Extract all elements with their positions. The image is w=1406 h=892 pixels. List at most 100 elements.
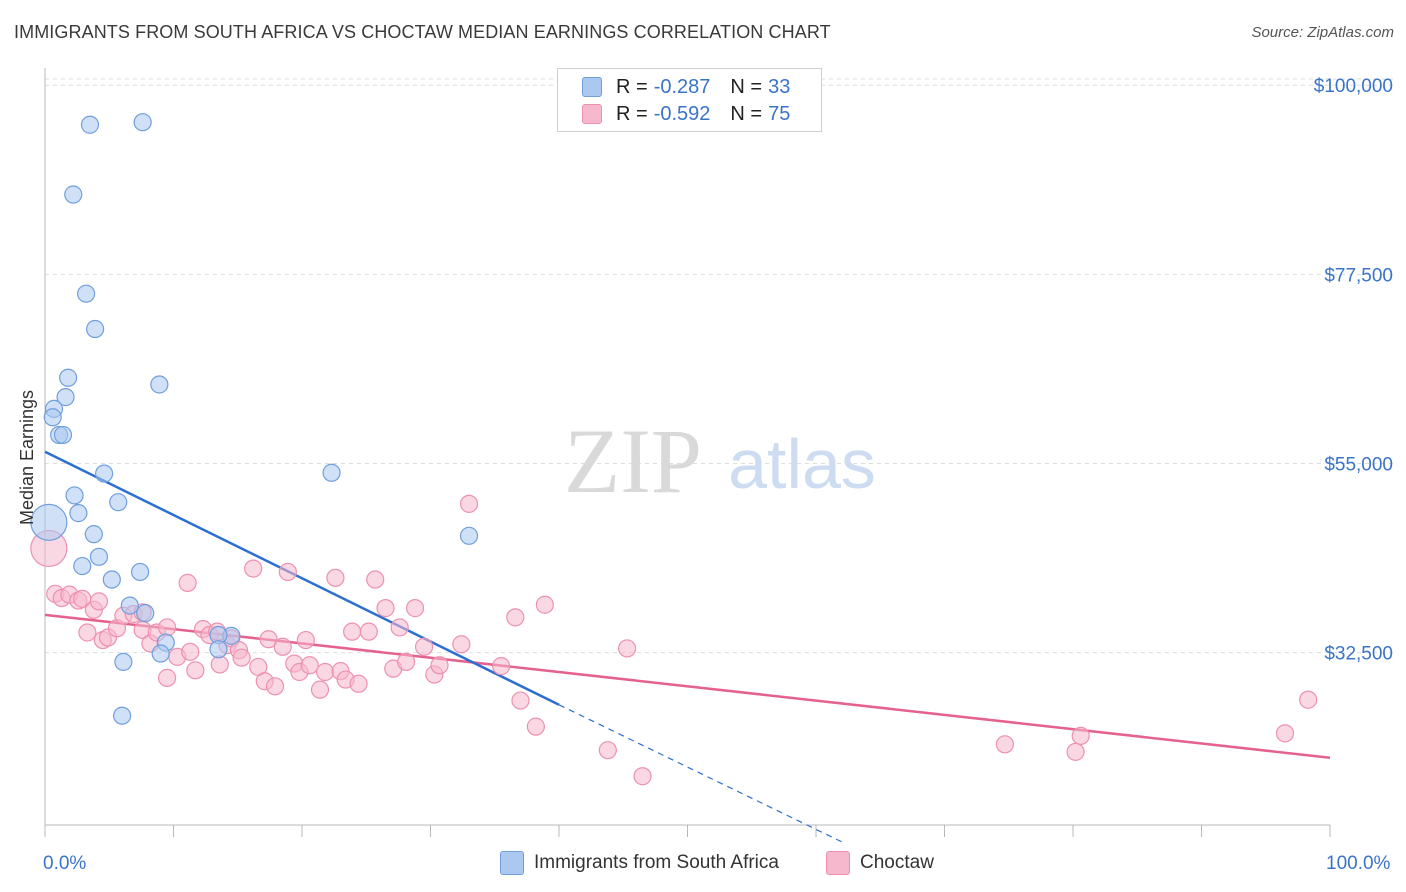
point-choctaw — [265, 677, 285, 696]
point-choctaw — [326, 568, 345, 587]
axis-labels: $32,500 $55,000 $77,500 $100,000 Median Earn… — [17, 76, 1393, 664]
points-layer — [30, 113, 1318, 786]
point-choctaw — [1299, 690, 1318, 709]
legend-n-value: 75 — [768, 102, 791, 125]
y-tick-label: $77,500 — [1324, 265, 1393, 286]
point-choctaw — [598, 741, 617, 760]
point-immigrants — [459, 526, 479, 545]
point-choctaw — [459, 494, 479, 513]
point-choctaw — [310, 680, 330, 699]
point-immigrants — [150, 375, 169, 394]
chart-title: IMMIGRANTS FROM SOUTH AFRICA VS CHOCTAW … — [14, 22, 831, 42]
legend-r-label: R = — [616, 75, 648, 98]
point-immigrants — [151, 644, 170, 663]
legend-r-value: -0.287 — [653, 75, 711, 98]
legend-label: Immigrants from South Africa — [534, 852, 779, 873]
point-immigrants — [65, 486, 84, 505]
legend-r-label: R = — [616, 102, 648, 125]
point-choctaw — [210, 655, 229, 674]
point-choctaw — [396, 652, 416, 672]
legend-item-immigrants[interactable]: Immigrants from South Africa — [500, 851, 779, 875]
y-tick-label: $55,000 — [1324, 455, 1393, 476]
point-choctaw — [157, 668, 177, 687]
point-immigrants — [130, 562, 150, 582]
point-immigrants — [77, 284, 96, 303]
point-choctaw — [492, 657, 511, 676]
point-choctaw — [430, 656, 449, 675]
point-choctaw — [349, 674, 368, 693]
point-immigrants — [84, 525, 103, 544]
point-immigrants — [112, 706, 132, 725]
legend-row-immigrants: R = -0.287 N = 33 — [582, 74, 790, 100]
y-axis-label: Median Earnings — [17, 390, 37, 525]
point-choctaw — [89, 592, 109, 611]
point-choctaw — [259, 630, 278, 649]
legend-n-value: 33 — [768, 75, 791, 98]
watermark-atlas: atlas — [728, 425, 876, 503]
point-choctaw — [359, 622, 378, 641]
point-immigrants — [30, 503, 68, 541]
x-tick-label-max: 100.0% — [1326, 853, 1391, 874]
point-immigrants — [89, 547, 109, 566]
point-choctaw — [376, 599, 395, 618]
point-choctaw — [157, 618, 177, 637]
point-immigrants — [102, 570, 121, 589]
legend-swatch-blue — [582, 77, 602, 97]
point-choctaw — [526, 717, 545, 736]
point-immigrants — [69, 504, 88, 523]
x-tick-label-min: 0.0% — [43, 853, 87, 874]
point-choctaw — [296, 630, 315, 650]
point-immigrants — [59, 368, 78, 387]
point-choctaw — [244, 559, 263, 578]
point-choctaw — [316, 662, 335, 682]
point-choctaw — [232, 648, 251, 667]
point-immigrants — [322, 463, 341, 482]
point-choctaw — [78, 623, 97, 642]
point-choctaw — [506, 608, 525, 627]
point-immigrants — [209, 640, 228, 659]
point-choctaw — [390, 618, 409, 637]
trend-lines — [44, 450, 1331, 843]
point-immigrants — [73, 556, 92, 576]
trend-line-choctaw — [44, 613, 1331, 759]
point-immigrants — [86, 319, 105, 339]
point-immigrants — [53, 425, 73, 445]
legend-n-label: N = — [730, 102, 763, 125]
point-immigrants — [64, 185, 83, 204]
point-choctaw — [178, 573, 197, 592]
point-immigrants — [133, 113, 152, 132]
point-choctaw — [535, 595, 554, 614]
point-immigrants — [120, 596, 139, 615]
point-immigrants — [109, 493, 128, 512]
legend-swatch-pink — [826, 851, 850, 875]
point-choctaw — [181, 642, 200, 661]
legend-item-choctaw[interactable]: Choctaw — [826, 851, 934, 875]
point-choctaw — [414, 637, 434, 656]
point-choctaw — [273, 637, 292, 656]
legend-label: Choctaw — [860, 852, 934, 873]
trend-line-immigrants-extrapolated — [558, 704, 842, 843]
point-immigrants — [114, 652, 133, 672]
legend-n-label: N = — [730, 75, 763, 98]
point-choctaw — [405, 599, 425, 618]
point-immigrants — [80, 115, 100, 134]
point-choctaw — [186, 661, 205, 680]
point-immigrants — [56, 388, 75, 407]
chart-source: Source: ZipAtlas.com — [1251, 24, 1394, 41]
point-immigrants — [136, 604, 155, 623]
point-choctaw — [618, 639, 637, 658]
legend-swatch-blue — [500, 851, 524, 875]
axes-layer — [44, 68, 1331, 837]
point-choctaw — [300, 656, 319, 675]
point-choctaw — [1071, 726, 1090, 745]
trend-line-immigrants — [44, 450, 560, 706]
point-choctaw — [1066, 742, 1085, 761]
legend-swatch-pink — [582, 104, 602, 124]
point-choctaw — [1275, 724, 1295, 743]
point-choctaw — [995, 735, 1014, 754]
point-choctaw — [343, 622, 362, 641]
legend-row-choctaw: R = -0.592 N = 75 — [582, 101, 790, 127]
correlation-legend: R = -0.287 N = 33 R = -0.592 N = 75 — [557, 68, 822, 132]
point-choctaw — [278, 562, 297, 582]
y-tick-label: $100,000 — [1314, 76, 1393, 97]
